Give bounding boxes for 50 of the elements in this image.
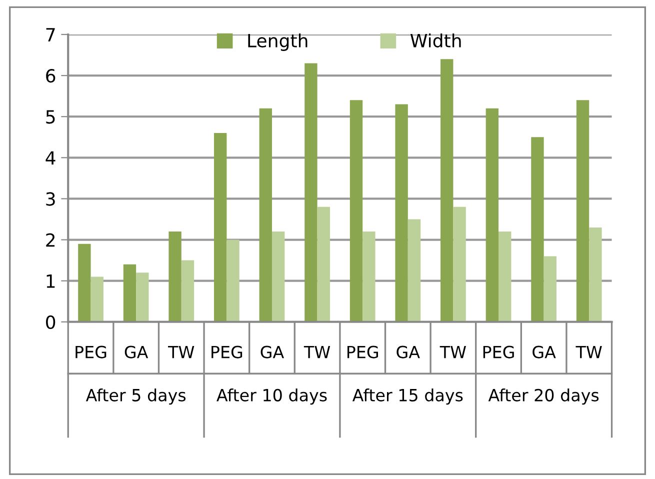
bar [440, 59, 454, 322]
bar [531, 137, 544, 322]
bar [350, 100, 363, 322]
text: After 15 days [352, 388, 463, 405]
bar [181, 260, 194, 322]
x-tick-label: TW [440, 346, 466, 358]
x-tick-label: GA [260, 346, 284, 358]
y-tick-label: 5 [46, 110, 55, 124]
bar [78, 244, 91, 322]
bar [272, 232, 285, 322]
x-tick-label: TW [168, 346, 194, 358]
bar [226, 240, 240, 322]
legend-label: Width [410, 33, 461, 48]
text: After 5 days [86, 388, 186, 405]
x-tick-label: PEG [483, 346, 514, 358]
bar [498, 232, 512, 322]
x-tick-label: PEG [76, 346, 106, 358]
bar [168, 232, 182, 322]
y-tick-label: 4 [46, 151, 56, 165]
y-tick-label: 7 [46, 28, 55, 42]
x-tick-label: TW [576, 346, 602, 358]
bar [486, 108, 499, 322]
x-tick-label: PEG [212, 346, 242, 358]
text: After 10 days [216, 388, 327, 405]
x-tick-label: TW [304, 346, 330, 358]
bar [395, 104, 408, 322]
bar [259, 108, 272, 322]
bar [589, 227, 602, 322]
x-tick-label: GA [124, 346, 148, 358]
bar [362, 232, 376, 322]
bar [576, 100, 590, 322]
x-tick-label: PEG [347, 346, 378, 358]
y-tick-label: 3 [46, 192, 55, 206]
y-tick-label: 6 [46, 69, 56, 83]
bar [544, 256, 556, 322]
bar [317, 206, 330, 322]
bar [408, 219, 421, 322]
y-tick-label: 0 [46, 315, 56, 330]
y-tick-label: 1 [46, 274, 55, 288]
x-tick-label: GA [532, 346, 556, 358]
y-tick-label: 2 [46, 233, 55, 247]
bar [304, 63, 318, 322]
text: After 20 days [488, 388, 599, 405]
bar [90, 276, 104, 322]
bar [136, 272, 149, 322]
bar [123, 264, 136, 322]
x-tick-label: GA [396, 346, 420, 358]
legend-label: Length [248, 33, 308, 51]
bar [214, 133, 227, 322]
bar [453, 206, 466, 322]
